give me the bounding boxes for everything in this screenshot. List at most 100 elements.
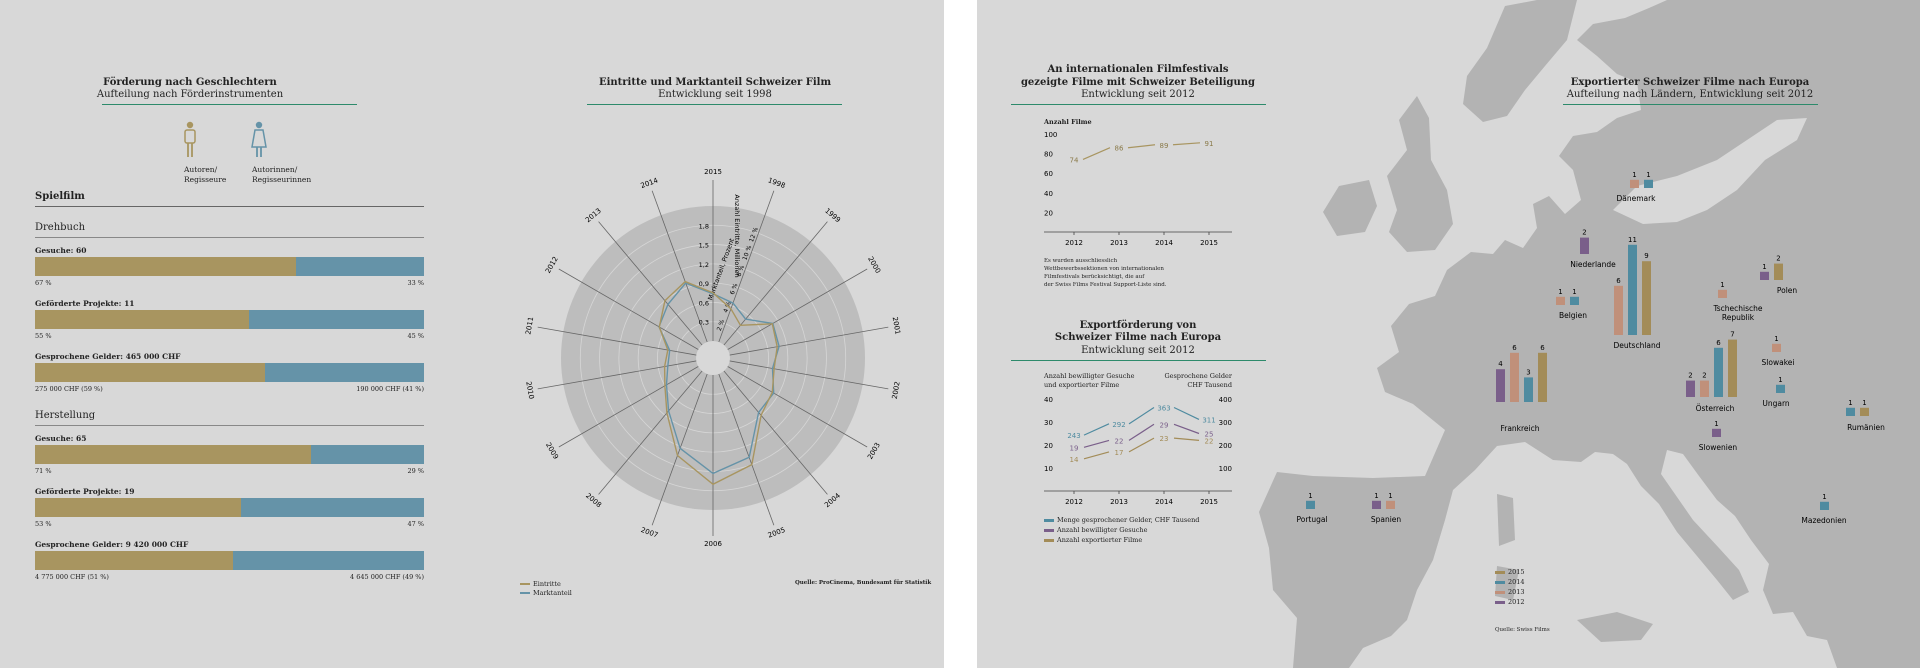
export-legend-item: Anzahl exportierter Filme	[1044, 536, 1142, 544]
festival-point-label: 91	[1205, 140, 1214, 148]
map-bar	[1712, 428, 1721, 437]
map-bar-value: 1	[1558, 288, 1562, 296]
export-title-rule	[1011, 360, 1266, 361]
map-bar	[1524, 377, 1533, 402]
bar-male-share	[35, 498, 241, 517]
right-value: 33 %	[407, 279, 424, 287]
europe-map	[1259, 0, 1920, 668]
festival-note-line: Filmfestivals berücksichtigt, die auf	[1044, 274, 1145, 280]
map-country-label: Ungarn	[1762, 399, 1790, 408]
radar-year-label: 2001	[891, 316, 902, 335]
radar-spoke	[598, 370, 703, 495]
map-bar-value: 1	[1714, 420, 1718, 428]
map-title-rule	[1563, 104, 1818, 105]
radar-axis1-tick: 0,9	[699, 280, 709, 288]
radar-axis1-label: Anzahl Eintritte, Millionen	[733, 194, 741, 277]
export-point-label: 22	[1115, 437, 1124, 445]
bar-female-share	[311, 445, 424, 464]
export-point-label: 311	[1202, 416, 1215, 424]
map-legend-item: 2015	[1495, 568, 1525, 576]
festival-ytick: 60	[1044, 170, 1053, 178]
radar-title: Eintritte und Marktanteil Schweizer Film	[598, 77, 832, 88]
export-xtick: 2015	[1200, 498, 1218, 506]
map-bar	[1570, 296, 1579, 305]
map-bar	[1630, 179, 1639, 188]
bar-male-share	[35, 310, 249, 329]
map-title: Exportierter Schweizer Filme nach Europa	[1570, 77, 1810, 88]
export-point-label: 19	[1070, 444, 1079, 452]
export-point-label: 29	[1160, 421, 1169, 429]
map-bar-value: 1	[1848, 399, 1852, 407]
gender-title: Förderung nach Geschlechtern	[103, 77, 277, 88]
map-subtitle: Aufteilung nach Ländern, Entwicklung sei…	[1566, 89, 1814, 100]
export-line-segment	[1083, 439, 1110, 448]
festival-note-line: Wettbewerbssektionen von internationalen	[1044, 266, 1164, 272]
bar-female-share	[241, 498, 424, 517]
export-line-segment	[1128, 423, 1155, 441]
map-country-label: Österreich	[1696, 404, 1735, 413]
radar-spoke	[723, 370, 828, 495]
festival-point-label: 86	[1115, 145, 1124, 153]
export-ytick-left: 30	[1044, 419, 1053, 427]
map-bar	[1700, 380, 1709, 397]
map-bar	[1860, 407, 1869, 416]
row-label: Geförderte Projekte: 19	[35, 487, 135, 496]
map-bar	[1580, 237, 1589, 254]
radar-axis1-tick: 1,8	[699, 222, 709, 230]
radar-axis1-tick: 0,6	[699, 299, 709, 307]
legend-female-line1: Autorinnen/	[252, 165, 298, 174]
map-bar-value: 1	[1308, 492, 1312, 500]
map-bar	[1774, 263, 1783, 280]
left-value: 275 000 CHF (59 %)	[35, 385, 103, 393]
festival-subtitle: Entwicklung seit 2012	[1081, 89, 1195, 100]
export-right-label-2: CHF Tausend	[1187, 381, 1232, 389]
map-bar-value: 3	[1526, 368, 1530, 376]
bar-male-share	[35, 363, 265, 382]
export-point-label: 25	[1205, 431, 1214, 439]
map-source: Quelle: Swiss Films	[1495, 627, 1550, 633]
export-left-label-1: Anzahl bewilligter Gesuche	[1044, 372, 1135, 380]
export-xtick: 2012	[1065, 498, 1083, 506]
radar-axis1-tick: 1,5	[699, 242, 709, 250]
left-value: 71 %	[35, 467, 52, 475]
radar-year-label: 2006	[704, 540, 722, 548]
map-country-label: Rumänien	[1847, 423, 1885, 432]
map-bar	[1760, 271, 1769, 280]
radar-legend-eintritte: Eintritte	[520, 580, 561, 588]
group-rule	[35, 237, 424, 238]
festival-ylabel: Anzahl Filme	[1044, 118, 1092, 126]
map-bar	[1614, 285, 1623, 335]
export-xtick: 2013	[1110, 498, 1128, 506]
legend-swatch	[1495, 570, 1505, 574]
map-bar-value: 1	[1646, 171, 1650, 179]
radar-axis2-tick: 2 %	[716, 319, 727, 332]
festival-xtick: 2012	[1065, 239, 1083, 247]
map-bar-value: 1	[1762, 263, 1766, 271]
festival-ytick: 100	[1044, 131, 1057, 139]
bar-male-share	[35, 551, 233, 570]
export-xtick: 2014	[1155, 498, 1173, 506]
male-icon	[184, 121, 196, 157]
map-bar	[1820, 501, 1829, 510]
bar-female-share	[296, 257, 424, 276]
legend-male-line2: Regisseure	[184, 175, 227, 184]
export-line-segment	[1083, 451, 1110, 460]
export-right-label-1: Gesprochene Gelder	[1164, 372, 1232, 380]
export-point-label: 243	[1067, 432, 1080, 440]
map-bar-value: 1	[1632, 171, 1636, 179]
festival-title-rule	[1011, 104, 1266, 105]
map-bar	[1306, 500, 1315, 509]
radar-subtitle: Entwicklung seit 1998	[658, 89, 772, 100]
export-ytick-right: 400	[1219, 396, 1232, 404]
radar-axis1-tick: 0,3	[699, 319, 709, 327]
right-value: 29 %	[407, 467, 424, 475]
legend-swatch	[1495, 600, 1505, 604]
left-value: 55 %	[35, 332, 52, 340]
festival-xtick: 2014	[1155, 239, 1173, 247]
radar-spoke	[729, 326, 889, 356]
map-bar-value: 2	[1702, 372, 1706, 380]
map-bar-value: 2	[1688, 372, 1692, 380]
export-line-segment	[1173, 423, 1200, 435]
map-bar	[1718, 289, 1727, 298]
